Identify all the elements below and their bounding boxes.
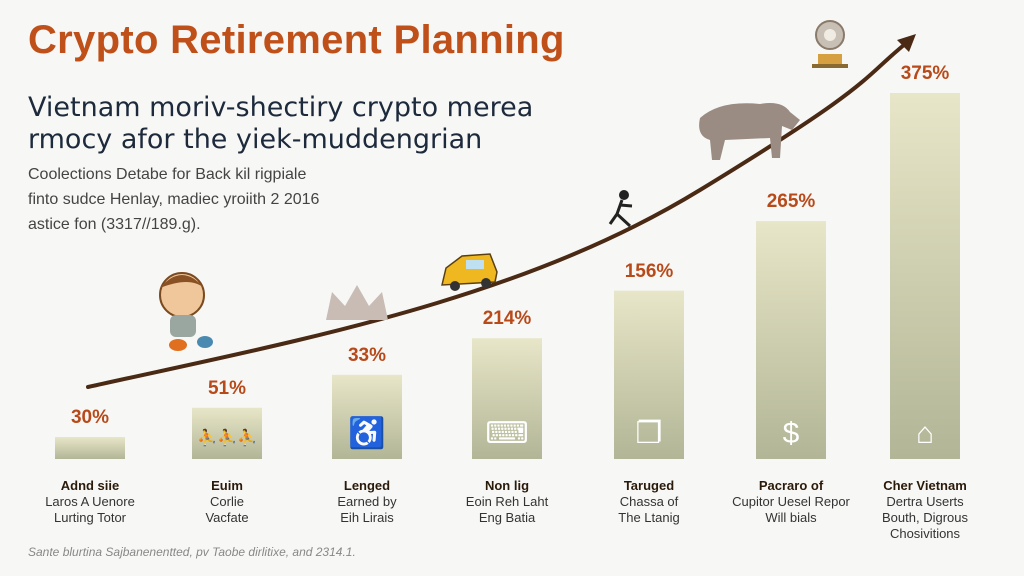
bar-value-label: 375% bbox=[900, 63, 950, 84]
category-label: Adnd siie Laros A Uenore Lurting Totor bbox=[15, 478, 165, 526]
people-icon: ⛹⛹⛹ bbox=[197, 428, 257, 447]
description-line: finto sudce Henlay, madiec yroiith 2 201… bbox=[28, 191, 320, 208]
bar bbox=[55, 437, 125, 459]
desk-icon: ⌂ bbox=[916, 417, 934, 450]
category-desc-line: Lurting Totor bbox=[53, 510, 127, 525]
description-line: astice fon (3317//189.g). bbox=[28, 216, 201, 233]
category-desc-line: Bouth, Digrous bbox=[882, 510, 968, 525]
bull-icon bbox=[699, 103, 800, 160]
category-label: Pacraro of Cupitor Uesel Repor Will bials bbox=[716, 478, 866, 526]
category-desc-line: Eih Lirais bbox=[340, 510, 394, 525]
category-desc-line: Eoin Reh Laht bbox=[465, 494, 549, 509]
category-title: Euim bbox=[211, 478, 243, 493]
bar bbox=[192, 407, 262, 459]
category-title: Adnd siie bbox=[60, 478, 120, 493]
category-desc-line: Corlie bbox=[210, 494, 244, 509]
category-desc-line: Chassa of bbox=[619, 494, 679, 509]
category-label: Taruged Chassa of The Ltanig bbox=[574, 478, 724, 526]
category-desc-line: Earned by bbox=[337, 494, 397, 509]
category-desc-line: Will bials bbox=[765, 510, 817, 525]
trophy-icon bbox=[812, 20, 848, 68]
bar-value-label: 214% bbox=[482, 308, 532, 330]
documents-icon: ❐ bbox=[636, 417, 663, 450]
category-desc-line: The Ltanig bbox=[618, 510, 680, 525]
category-title: Taruged bbox=[623, 478, 675, 493]
bar-value-label: 265% bbox=[766, 191, 816, 213]
subtitle-line: rmocy afor the yiek-muddengrian bbox=[28, 124, 483, 155]
money-icon: $ bbox=[783, 417, 800, 450]
bar bbox=[756, 221, 826, 459]
running-figure-icon bbox=[608, 190, 633, 228]
category-title: Pacraro of bbox=[758, 478, 824, 493]
description-line: Coolections Detabe for Back kil rigpiale bbox=[28, 166, 307, 183]
cartoon-person-icon bbox=[159, 272, 213, 351]
description: Coolections Detabe for Back kil rigpiale… bbox=[28, 162, 319, 237]
bar bbox=[332, 374, 402, 459]
bar bbox=[472, 338, 542, 459]
footer-source: Sante blurtina Sajbanenentted, pv Taobe … bbox=[28, 545, 356, 559]
category-desc-line: Eng Batia bbox=[478, 510, 536, 525]
category-title: Cher Vietnam bbox=[883, 478, 967, 493]
category-desc-line: Vacfate bbox=[205, 510, 249, 525]
category-desc-line: Chosivitions bbox=[889, 526, 961, 541]
category-title: Non lig bbox=[484, 478, 530, 493]
category-desc-line: Dertra Userts bbox=[886, 494, 964, 509]
category-label: Cher Vietnam Dertra Userts Bouth, Digrous C… bbox=[850, 478, 1000, 542]
crown-icon bbox=[326, 285, 388, 320]
page-title: Crypto Retirement Planning bbox=[28, 18, 565, 62]
category-label: Non lig Eoin Reh Laht Eng Batia bbox=[432, 478, 582, 526]
bar-value-label: 51% bbox=[207, 377, 247, 399]
bar bbox=[890, 93, 960, 459]
category-title: Lenged bbox=[343, 478, 391, 493]
category-label: Lenged Earned by Eih Lirais bbox=[292, 478, 442, 526]
subtitle-line: Vietnam moriv-shectiry crypto merea bbox=[28, 92, 534, 123]
bar bbox=[614, 290, 684, 459]
bar-value-label: 156% bbox=[624, 260, 674, 282]
wheelchair-icon: ♿ bbox=[348, 415, 385, 450]
bar-value-label: 33% bbox=[347, 344, 387, 366]
bar-value-label: 30% bbox=[70, 407, 110, 429]
car-icon bbox=[441, 253, 498, 291]
subtitle: Vietnam moriv-shectiry crypto merea rmoc… bbox=[28, 92, 533, 156]
category-desc-line: Laros A Uenore bbox=[45, 494, 135, 509]
category-desc-line: Cupitor Uesel Repor bbox=[732, 494, 850, 509]
computer-icon: ⌨ bbox=[485, 417, 528, 450]
arrow-head-icon bbox=[897, 34, 916, 52]
trend-curve bbox=[86, 38, 912, 389]
category-label: Euim Corlie Vacfate bbox=[152, 478, 302, 526]
